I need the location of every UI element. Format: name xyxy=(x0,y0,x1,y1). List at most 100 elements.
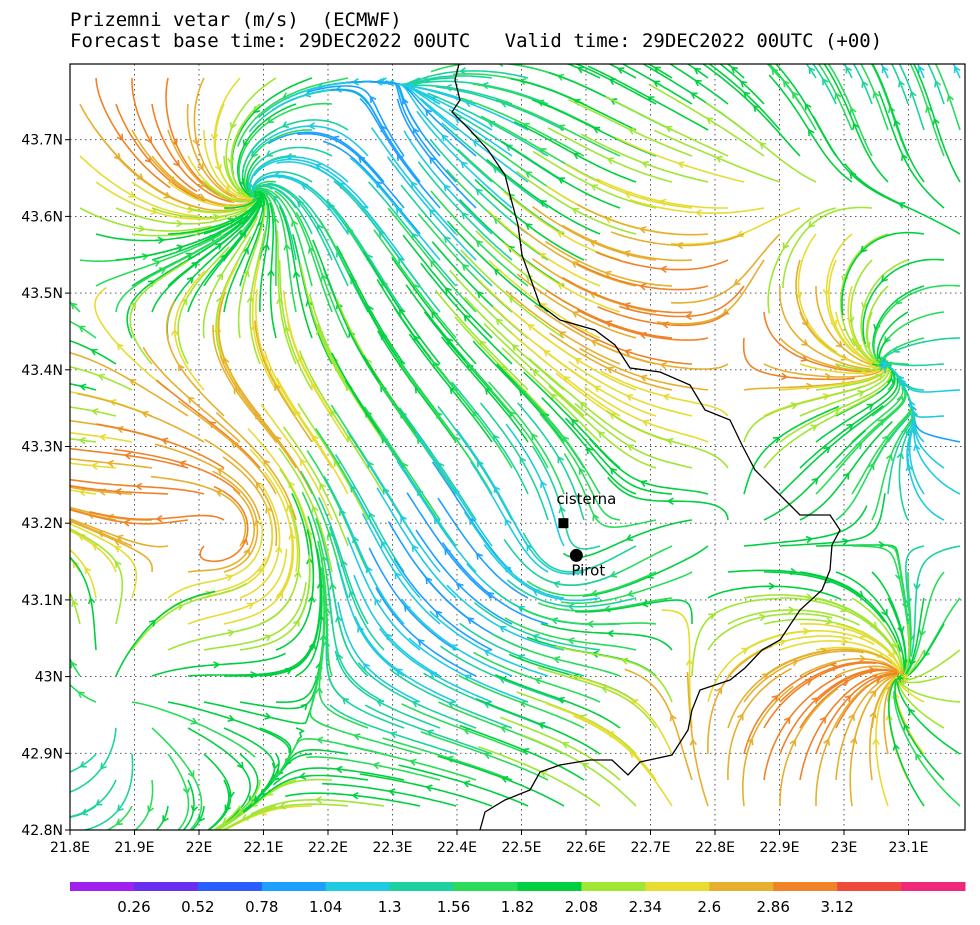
lat-tick-label: 43.5N xyxy=(21,286,63,302)
streamline-arrow xyxy=(532,369,540,377)
streamline xyxy=(70,548,97,599)
colorbar-label: 2.86 xyxy=(757,898,790,916)
streamline-arrow xyxy=(114,560,122,568)
lon-tick-label: 22.9E xyxy=(759,840,799,856)
streamline-arrow xyxy=(872,90,880,99)
streamline xyxy=(799,421,893,521)
streamline-arrow xyxy=(606,629,614,638)
streamline-arrow xyxy=(586,620,594,628)
streamline-arrow xyxy=(571,207,580,215)
streamline-arrow xyxy=(866,403,874,411)
streamline-arrow xyxy=(170,328,179,336)
streamline xyxy=(540,622,673,651)
streamline-arrow xyxy=(476,460,484,468)
streamline xyxy=(719,64,765,105)
streamline xyxy=(459,724,585,781)
streamline-arrow xyxy=(500,100,508,108)
streamline xyxy=(70,779,117,818)
streamline-arrow xyxy=(459,67,467,75)
streamline-arrow xyxy=(578,467,586,475)
streamline-arrow xyxy=(187,396,195,404)
streamline-arrow xyxy=(212,213,221,222)
colorbar-label: 1.04 xyxy=(309,898,342,916)
streamline xyxy=(70,683,97,703)
streamline-arrow xyxy=(499,725,508,733)
streamline xyxy=(70,320,97,339)
streamline-arrow xyxy=(155,514,163,523)
streamline-arrow xyxy=(197,163,204,171)
streamline-arrow xyxy=(590,339,599,347)
streamline-arrow xyxy=(397,256,405,264)
streamline-arrow xyxy=(441,134,449,142)
streamline xyxy=(70,447,189,469)
streamline-arrow xyxy=(210,133,219,142)
streamline-arrow xyxy=(281,121,289,128)
streamline-arrow xyxy=(493,216,501,224)
streamline-arrow xyxy=(316,736,324,744)
streamline xyxy=(898,64,925,131)
streamline-arrow xyxy=(746,737,754,746)
streamline-arrow xyxy=(348,590,356,598)
streamline-arrow xyxy=(314,163,323,171)
streamline-arrow xyxy=(534,677,542,685)
streamline-arrow xyxy=(115,818,123,826)
streamline-arrow xyxy=(638,226,647,234)
streamline-arrow xyxy=(288,532,296,540)
streamline-arrow xyxy=(606,157,615,165)
streamline xyxy=(580,133,709,183)
streamline-arrow xyxy=(574,357,582,365)
colorbar-label: 2.34 xyxy=(629,898,662,916)
streamline-arrow xyxy=(841,537,850,546)
streamline-arrow xyxy=(319,482,326,490)
streamline-arrow xyxy=(369,95,377,103)
streamline-arrow xyxy=(880,275,889,283)
streamline xyxy=(70,529,117,573)
streamline xyxy=(70,527,124,625)
streamline xyxy=(70,657,81,677)
streamline-arrow xyxy=(539,148,547,155)
streamline xyxy=(337,601,421,703)
streamline-arrow xyxy=(540,480,547,488)
streamline xyxy=(420,97,529,183)
streamline-arrow xyxy=(715,686,722,695)
streamline-arrow xyxy=(179,460,187,468)
streamline-arrow xyxy=(365,565,373,574)
streamline-arrow xyxy=(504,518,512,526)
streamline xyxy=(187,488,256,573)
streamline xyxy=(70,489,97,495)
cisterna-marker xyxy=(558,518,569,529)
streamline-arrow xyxy=(191,261,199,269)
streamline-arrow xyxy=(860,245,868,254)
streamline-arrow xyxy=(178,363,185,372)
streamline-arrow xyxy=(823,446,831,454)
streamline-arrow xyxy=(215,490,224,497)
streamline-arrow xyxy=(759,613,767,622)
streamline xyxy=(494,674,621,729)
streamline-arrow xyxy=(708,613,716,620)
streamline-arrow xyxy=(609,467,618,475)
colorbar: 0.26 0.52 0.78 1.04 1.3 1.56 1.82 2.08 2.34 2.6 2.… xyxy=(70,882,966,916)
streamline-arrow xyxy=(844,694,852,703)
streamline-arrow xyxy=(498,64,504,67)
cisterna-label: cisterna xyxy=(556,490,616,508)
streamline-arrow xyxy=(498,625,507,633)
streamline-arrow xyxy=(752,104,760,113)
streamline xyxy=(779,405,884,495)
streamline-arrow xyxy=(307,122,316,130)
streamline-arrow xyxy=(380,540,388,548)
colorbar-segment xyxy=(837,882,902,891)
streamline-arrow xyxy=(590,184,599,191)
streamline-arrow xyxy=(893,119,901,127)
streamline-arrow xyxy=(214,163,222,172)
lon-tick-label: 21.9E xyxy=(114,840,154,856)
streamline-arrow xyxy=(113,539,122,546)
streamline-arrow xyxy=(782,242,790,250)
colorbar-segment xyxy=(645,882,710,891)
streamline-arrow xyxy=(630,699,639,706)
streamline-arrow xyxy=(357,155,366,164)
streamline-arrow xyxy=(173,159,180,167)
streamline-arrow xyxy=(604,270,612,278)
streamline-arrow xyxy=(790,402,799,410)
streamline-arrow xyxy=(624,348,632,357)
streamline-arrow xyxy=(398,307,406,316)
